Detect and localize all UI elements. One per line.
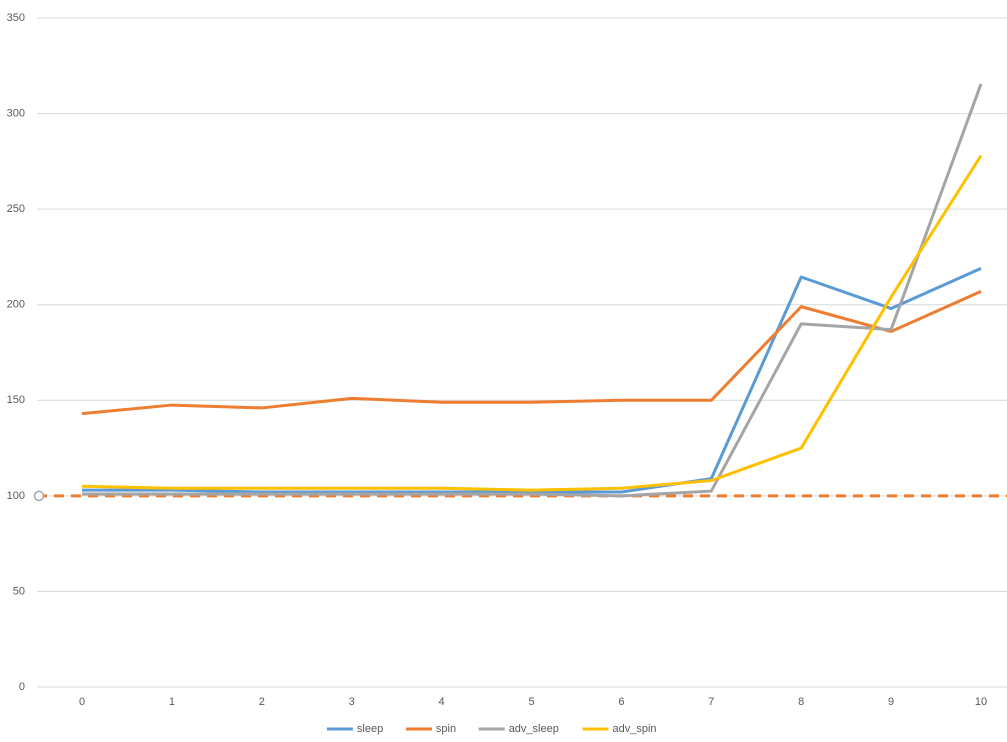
- x-tick-label: 0: [79, 696, 85, 708]
- y-tick-label: 150: [7, 394, 25, 406]
- legend-label: sleep: [357, 723, 383, 735]
- series-line: [82, 83, 983, 498]
- x-tick-label: 9: [888, 696, 894, 708]
- x-tick-label: 8: [798, 696, 804, 708]
- y-tick-label: 250: [7, 203, 25, 215]
- y-tick-label: 300: [7, 107, 25, 119]
- series-line: [81, 154, 983, 492]
- x-tick-label: 1: [169, 696, 175, 708]
- legend-label: spin: [436, 723, 456, 735]
- y-tick-label: 200: [7, 299, 25, 311]
- x-tick-label: 2: [259, 696, 265, 708]
- series-line: [81, 289, 982, 416]
- reference-marker: [33, 490, 45, 502]
- y-tick-label: 50: [13, 585, 25, 597]
- legend-label: adv_sleep: [509, 723, 559, 735]
- x-tick-label: 10: [975, 696, 987, 708]
- x-tick-label: 6: [618, 696, 624, 708]
- y-tick-label: 350: [7, 12, 25, 24]
- x-tick-label: 5: [528, 696, 534, 708]
- x-tick-label: 4: [439, 696, 445, 708]
- x-tick-label: 7: [708, 696, 714, 708]
- series-line: [82, 267, 982, 494]
- x-tick-label: 3: [349, 696, 355, 708]
- y-tick-label: 100: [7, 490, 25, 502]
- y-tick-label: 0: [19, 681, 25, 693]
- legend-label: adv_spin: [613, 723, 657, 735]
